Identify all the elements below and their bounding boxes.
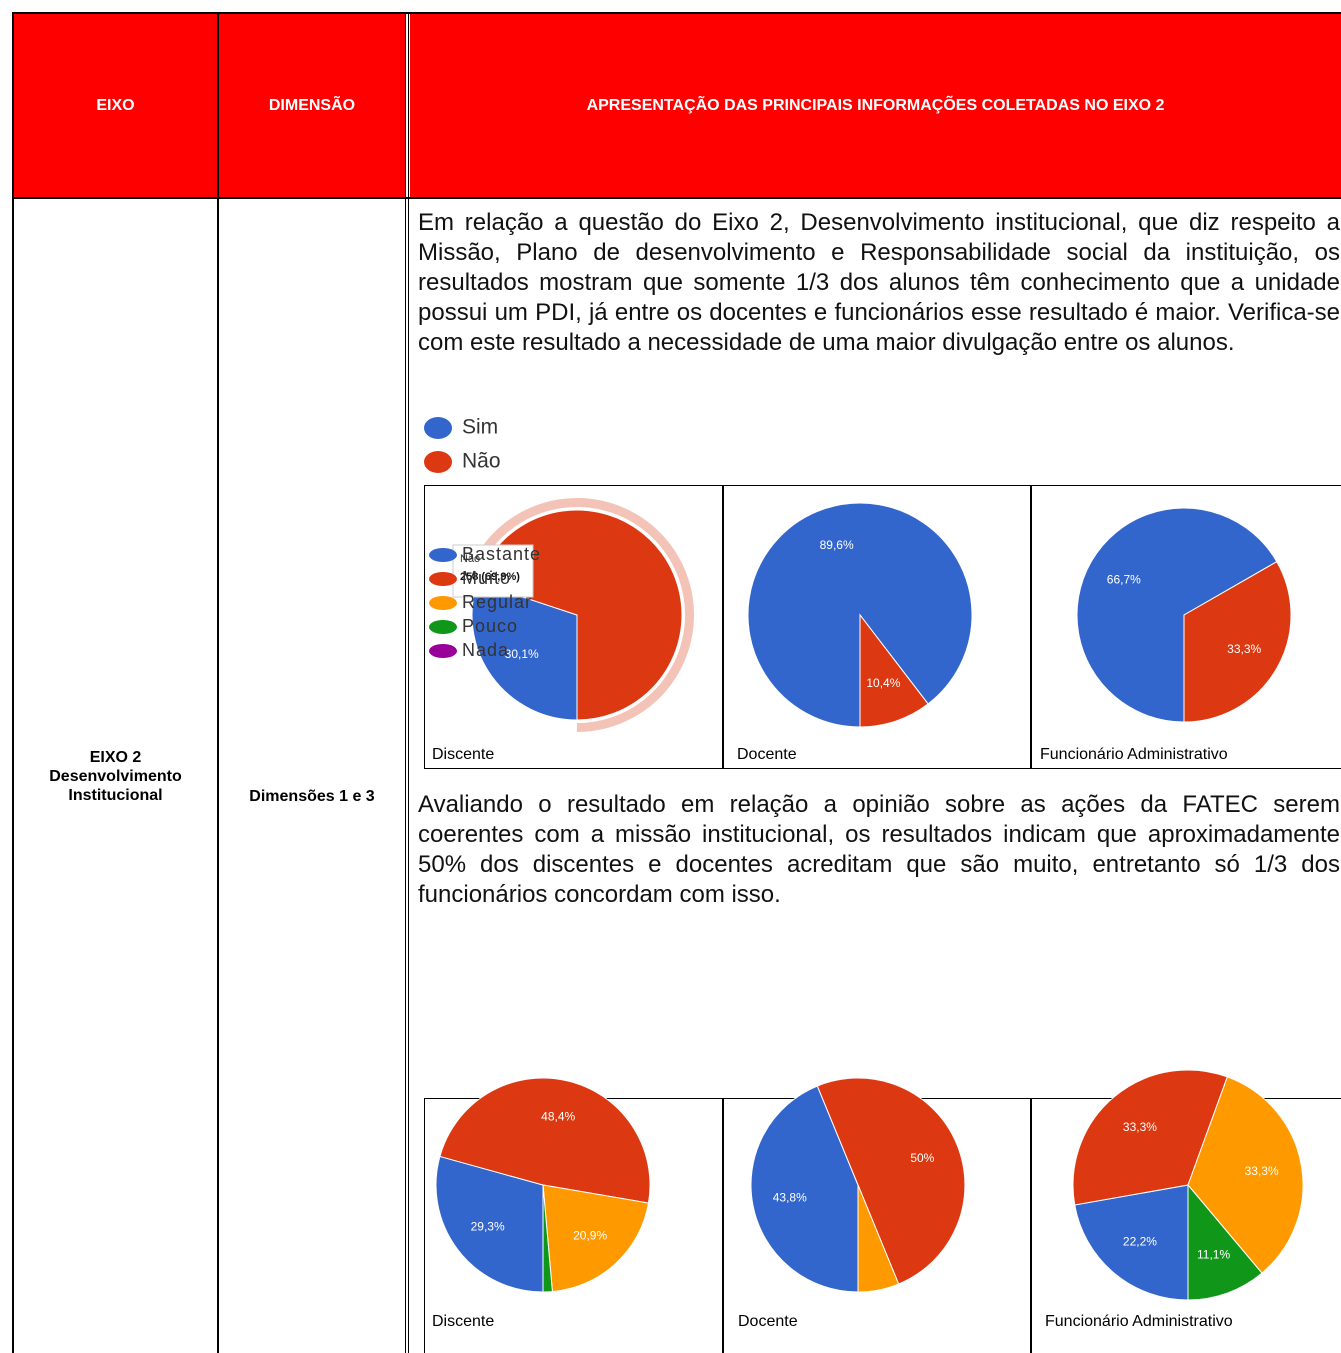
col-border <box>408 12 409 1353</box>
col-border <box>405 12 406 1353</box>
pie-slice <box>1187 1183 1263 1301</box>
pie-slice <box>1074 1184 1189 1301</box>
row-border <box>12 197 1341 199</box>
header-text: EIXO <box>96 96 135 114</box>
data-label: 43,8% <box>773 1191 807 1205</box>
header-cell: EIXO <box>14 14 217 197</box>
pie-slice <box>1072 1069 1228 1206</box>
pie-slice <box>435 1155 544 1293</box>
chart-caption: Discente <box>432 1313 494 1330</box>
legend-swatch <box>429 620 457 634</box>
legend-label: Não <box>462 450 501 473</box>
pie-slice <box>439 1077 651 1204</box>
pie-slice <box>542 1184 553 1293</box>
table-frame <box>12 12 1341 1353</box>
chart-divider <box>722 1098 724 1353</box>
tooltip-text: 258 (69,9%) <box>460 571 520 583</box>
header-cell: APRESENTAÇÃO DAS PRINCIPAIS INFORMAÇÕES … <box>410 14 1341 197</box>
pie-slice <box>1183 561 1292 723</box>
data-label: 22,2% <box>1123 1234 1157 1248</box>
header-text: DIMENSÃO <box>268 96 356 114</box>
chart-grid <box>424 485 1341 769</box>
pie-slice <box>471 581 578 721</box>
chart-caption: Funcionário Administrativo <box>1045 1313 1233 1330</box>
header-text: APRESENTAÇÃO DAS PRINCIPAIS INFORMAÇÕES … <box>586 96 1165 114</box>
col-border <box>217 12 219 1353</box>
data-label: 66,7% <box>1107 572 1141 586</box>
pie-slice <box>857 1184 900 1293</box>
dimension-cell: Dimensões 1 e 3 <box>219 788 405 806</box>
data-label: 33,3% <box>1245 1164 1279 1178</box>
legend-swatch <box>424 417 452 439</box>
legend-swatch <box>429 596 457 610</box>
chart-divider <box>722 485 724 769</box>
chart-caption: Funcionário Administrativo <box>1040 746 1228 763</box>
legend-label: Pouco <box>462 616 518 636</box>
pie-slice <box>542 1184 650 1293</box>
dimension-text: Dimensões 1 e 3 <box>249 788 375 805</box>
pie-slice <box>816 1077 965 1285</box>
chart-divider <box>1030 485 1032 769</box>
header-cell: DIMENSÃO <box>219 14 405 197</box>
legend-label: Nada <box>462 640 509 660</box>
chart-divider <box>1030 1098 1032 1353</box>
legend-label: Sim <box>462 416 498 439</box>
chart-caption: Docente <box>738 1313 798 1330</box>
chart-caption: Docente <box>737 746 797 763</box>
data-label: 89,6% <box>820 538 854 552</box>
pie-slice <box>1076 507 1278 723</box>
data-label: 29,3% <box>471 1219 505 1233</box>
tooltip-box <box>452 544 534 598</box>
tooltip-label: Não <box>460 553 480 565</box>
tooltip: Não 258 (69,9%) <box>452 544 534 598</box>
legend-swatch <box>424 451 452 473</box>
legend-label: Bastante <box>462 544 541 564</box>
paragraph: Avaliando o resultado em relação a opini… <box>418 791 1340 908</box>
legend-swatch <box>429 548 457 562</box>
data-label: 33,3% <box>1123 1120 1157 1134</box>
axis-title: EIXO 2 <box>89 749 142 766</box>
data-label: 30,1% <box>505 647 539 661</box>
paragraph: Em relação a questão do Eixo 2, Desenvol… <box>418 209 1340 356</box>
axis-cell: EIXO 2 Desenvolvimento Institucional <box>14 748 217 805</box>
data-label: 11,1% <box>1197 1247 1230 1261</box>
data-label: 10,4% <box>866 676 900 690</box>
chart-caption: Discente <box>432 746 494 763</box>
data-label: 50% <box>910 1151 934 1165</box>
legend-swatch <box>429 572 457 586</box>
data-label: 20,9% <box>573 1228 607 1242</box>
legend-swatch <box>429 644 457 658</box>
axis-name: Desenvolvimento Institucional <box>49 768 182 804</box>
data-label: 33,3% <box>1227 642 1261 656</box>
legend-label: Regular <box>462 592 532 612</box>
pie-slice <box>1187 1076 1304 1274</box>
pie-slice <box>859 613 929 728</box>
pie-slice <box>750 1085 859 1293</box>
data-label: 48,4% <box>541 1109 575 1123</box>
legend-label: Muito <box>462 568 511 588</box>
